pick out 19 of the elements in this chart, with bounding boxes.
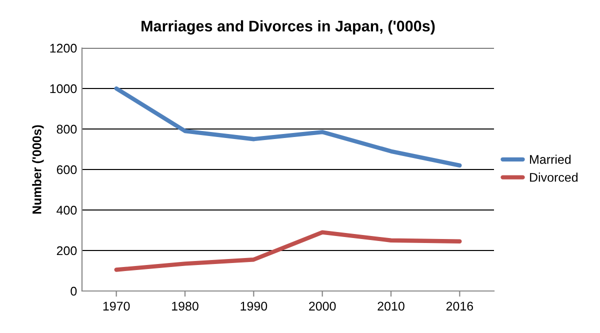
- y-tick-label: 400: [56, 206, 77, 215]
- y-tick-label: 600: [56, 165, 77, 174]
- x-tick-label: 2000: [309, 302, 336, 311]
- line-series: [114, 86, 462, 168]
- y-tick-label: 1200: [50, 44, 77, 53]
- y-tick-label: 0: [70, 286, 77, 296]
- y-axis-title: Number ('000s): [32, 125, 44, 214]
- chart-title: Marriages and Divorces in Japan, ('000s): [142, 20, 435, 35]
- y-tick-label: 800: [56, 124, 77, 134]
- x-tick-label: 1970: [103, 302, 130, 311]
- y-tick-label: 200: [56, 246, 77, 256]
- x-tick-label: 2010: [378, 302, 404, 311]
- x-tick-label: 2016: [446, 302, 474, 311]
- y-tick-label: 1000: [50, 84, 77, 94]
- legend-label: Married: [530, 154, 571, 164]
- x-tick-label: 1980: [172, 302, 198, 311]
- legend-label: Divorced: [530, 172, 578, 182]
- x-tick-label: 1990: [240, 302, 268, 311]
- line-series: [114, 230, 462, 272]
